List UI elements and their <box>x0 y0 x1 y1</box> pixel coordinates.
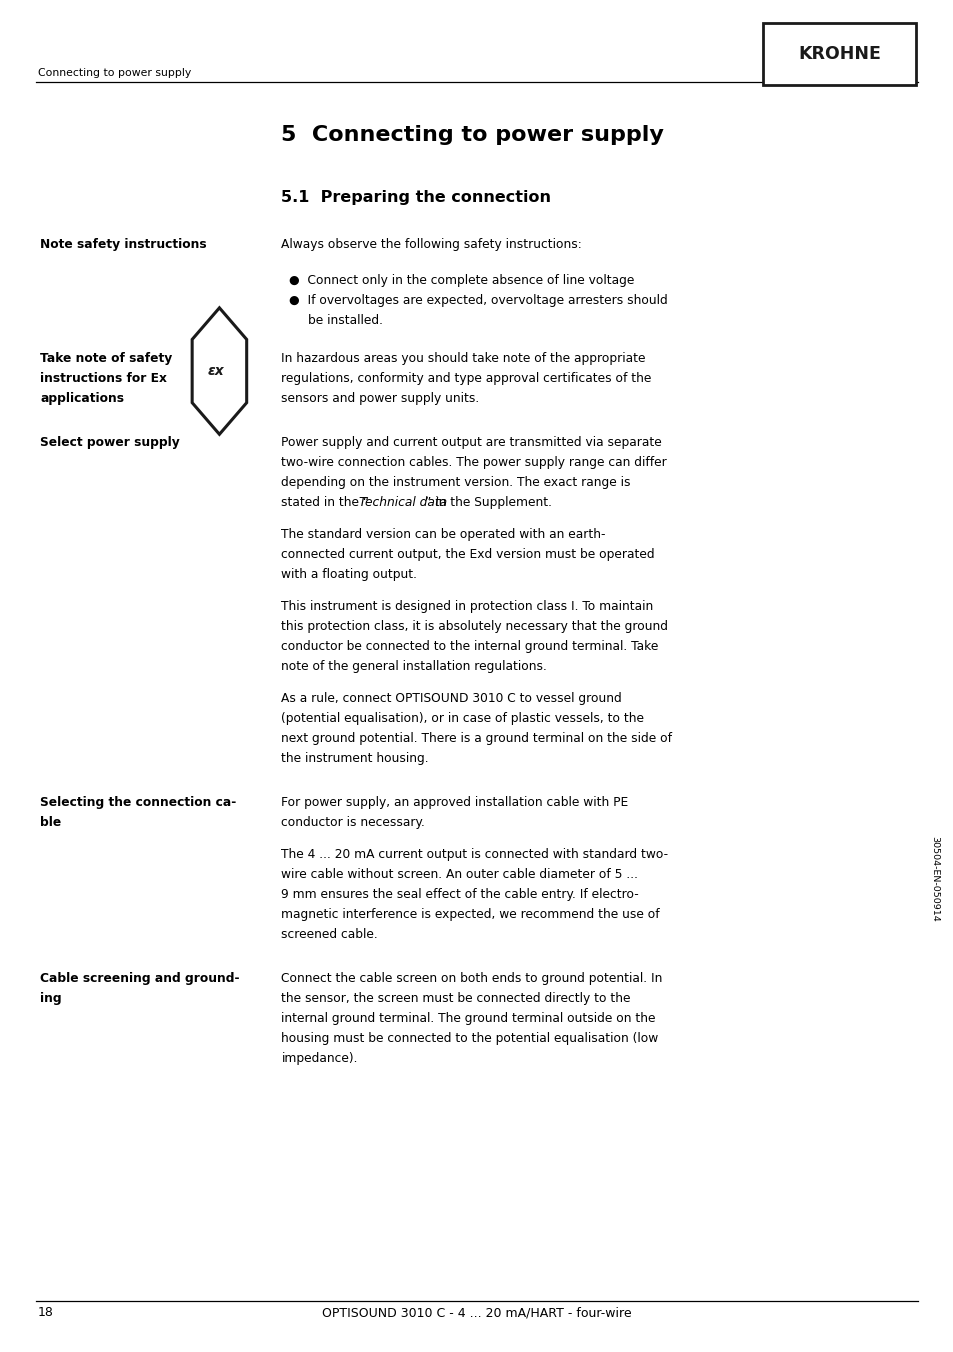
Text: this protection class, it is absolutely necessary that the ground: this protection class, it is absolutely … <box>281 621 668 633</box>
Text: sensors and power supply units.: sensors and power supply units. <box>281 392 479 406</box>
Text: In hazardous areas you should take note of the appropriate: In hazardous areas you should take note … <box>281 352 645 365</box>
Text: For power supply, an approved installation cable with PE: For power supply, an approved installati… <box>281 796 628 810</box>
Text: next ground potential. There is a ground terminal on the side of: next ground potential. There is a ground… <box>281 733 672 745</box>
Text: screened cable.: screened cable. <box>281 929 377 941</box>
Text: regulations, conformity and type approval certificates of the: regulations, conformity and type approva… <box>281 372 651 385</box>
Text: impedance).: impedance). <box>281 1052 357 1065</box>
Text: ” in the Supplement.: ” in the Supplement. <box>425 496 552 510</box>
Text: conductor be connected to the internal ground terminal. Take: conductor be connected to the internal g… <box>281 641 659 653</box>
FancyBboxPatch shape <box>762 23 915 85</box>
Text: stated in the “: stated in the “ <box>281 496 370 510</box>
Text: ing: ing <box>40 992 62 1006</box>
Text: Note safety instructions: Note safety instructions <box>40 238 207 251</box>
Text: depending on the instrument version. The exact range is: depending on the instrument version. The… <box>281 476 630 489</box>
Text: The 4 ... 20 mA current output is connected with standard two-: The 4 ... 20 mA current output is connec… <box>281 848 668 861</box>
Text: the sensor, the screen must be connected directly to the: the sensor, the screen must be connected… <box>281 992 630 1006</box>
Text: two-wire connection cables. The power supply range can differ: two-wire connection cables. The power su… <box>281 456 666 469</box>
Text: This instrument is designed in protection class I. To maintain: This instrument is designed in protectio… <box>281 600 653 614</box>
Text: As a rule, connect OPTISOUND 3010 C to vessel ground: As a rule, connect OPTISOUND 3010 C to v… <box>281 692 621 706</box>
Text: εx: εx <box>207 364 224 379</box>
Text: Technical data: Technical data <box>358 496 446 510</box>
Text: 5  Connecting to power supply: 5 Connecting to power supply <box>281 124 663 145</box>
Text: 30504-EN-050914: 30504-EN-050914 <box>929 836 939 922</box>
Text: (potential equalisation), or in case of plastic vessels, to the: (potential equalisation), or in case of … <box>281 713 644 725</box>
Text: magnetic interference is expected, we recommend the use of: magnetic interference is expected, we re… <box>281 909 659 921</box>
Text: internal ground terminal. The ground terminal outside on the: internal ground terminal. The ground ter… <box>281 1013 656 1025</box>
Text: be installed.: be installed. <box>308 314 383 327</box>
Text: conductor is necessary.: conductor is necessary. <box>281 817 425 829</box>
Text: The standard version can be operated with an earth-: The standard version can be operated wit… <box>281 529 605 541</box>
Text: Cable screening and ground-: Cable screening and ground- <box>40 972 239 986</box>
Text: Power supply and current output are transmitted via separate: Power supply and current output are tran… <box>281 437 661 449</box>
Text: Always observe the following safety instructions:: Always observe the following safety inst… <box>281 238 581 251</box>
Text: ●  If overvoltages are expected, overvoltage arresters should: ● If overvoltages are expected, overvolt… <box>289 293 667 307</box>
Text: instructions for Ex: instructions for Ex <box>40 372 167 385</box>
Text: Connect the cable screen on both ends to ground potential. In: Connect the cable screen on both ends to… <box>281 972 662 986</box>
Text: Select power supply: Select power supply <box>40 437 179 449</box>
Text: note of the general installation regulations.: note of the general installation regulat… <box>281 660 547 673</box>
Text: OPTISOUND 3010 C - 4 ... 20 mA/HART - four-wire: OPTISOUND 3010 C - 4 ... 20 mA/HART - fo… <box>322 1306 631 1320</box>
Text: applications: applications <box>40 392 124 406</box>
Text: 5.1  Preparing the connection: 5.1 Preparing the connection <box>281 191 551 206</box>
Text: wire cable without screen. An outer cable diameter of 5 ...: wire cable without screen. An outer cabl… <box>281 868 638 882</box>
Text: 9 mm ensures the seal effect of the cable entry. If electro-: 9 mm ensures the seal effect of the cabl… <box>281 888 639 902</box>
Text: Selecting the connection ca-: Selecting the connection ca- <box>40 796 236 810</box>
Text: connected current output, the Exd version must be operated: connected current output, the Exd versio… <box>281 548 655 561</box>
Text: KROHNE: KROHNE <box>798 45 880 62</box>
Text: with a floating output.: with a floating output. <box>281 568 417 581</box>
Text: 18: 18 <box>38 1306 54 1320</box>
Text: housing must be connected to the potential equalisation (low: housing must be connected to the potenti… <box>281 1033 658 1045</box>
Polygon shape <box>192 308 247 434</box>
Text: Connecting to power supply: Connecting to power supply <box>38 68 192 78</box>
Text: ble: ble <box>40 817 61 829</box>
Text: ●  Connect only in the complete absence of line voltage: ● Connect only in the complete absence o… <box>289 274 634 287</box>
Text: the instrument housing.: the instrument housing. <box>281 752 429 765</box>
Text: Take note of safety: Take note of safety <box>40 352 172 365</box>
